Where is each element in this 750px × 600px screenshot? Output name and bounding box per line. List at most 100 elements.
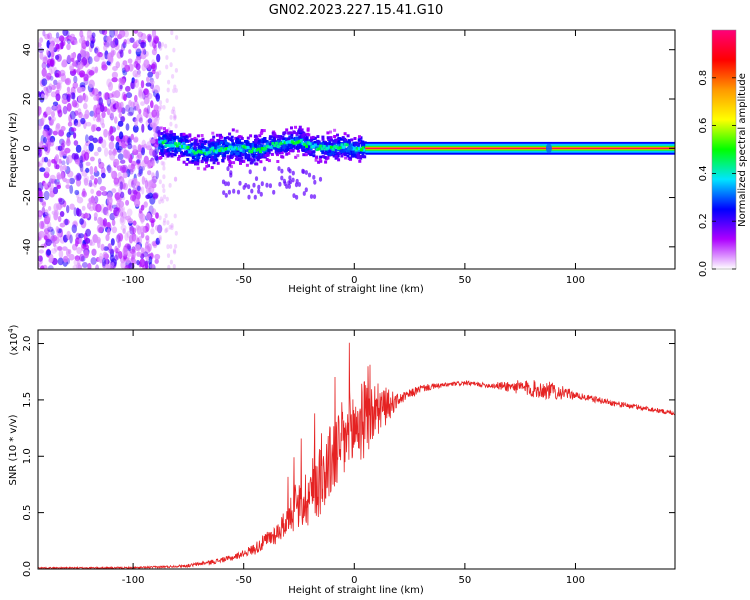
heatmap-noise-cell xyxy=(73,132,77,139)
heatmap-tracking-cell xyxy=(200,160,204,164)
heatmap-noise-cell xyxy=(93,212,98,219)
heatmap-tracking-cell xyxy=(252,182,256,188)
heatmap-tracking-cell xyxy=(318,158,322,162)
heatmap-noise-cell xyxy=(54,72,60,78)
heatmap-tracking-cell xyxy=(247,156,251,159)
heatmap-tracking-cell xyxy=(262,150,266,154)
heatmap-ridge-cell xyxy=(308,142,312,146)
heatmap-ridge-cell xyxy=(243,145,247,149)
heatmap-tracking-cell xyxy=(326,136,330,140)
heatmap-noise-cell xyxy=(93,151,99,157)
heatmap-tracking-cell xyxy=(228,143,232,147)
heatmap-tracking-cell xyxy=(340,154,344,158)
heatmap-noise-cell xyxy=(143,155,149,165)
heatmap-tracking-cell xyxy=(337,140,341,144)
heatmap-ridge-cell xyxy=(198,150,202,154)
heatmap-noise-cell xyxy=(126,243,132,250)
heatmap-noise-cell xyxy=(122,60,128,66)
heatmap-noise-cell xyxy=(60,144,65,151)
heatmap-tracking-cell xyxy=(168,138,172,141)
heatmap-tracking-cell xyxy=(207,164,210,168)
heatmap-noise-cell xyxy=(125,257,131,264)
heatmap-noise-cell xyxy=(85,121,92,127)
heatmap-tracking-cell xyxy=(247,158,250,162)
heatmap-noise-cell xyxy=(48,231,53,240)
heatmap-noise-cell xyxy=(58,35,65,42)
heatmap-tracking-cell xyxy=(210,166,214,170)
heatmap-noise-cell xyxy=(85,161,91,167)
heatmap-tracking-cell xyxy=(291,170,295,176)
heatmap-tracking-cell xyxy=(279,148,282,152)
heatmap-noise-cell xyxy=(126,250,132,258)
heatmap-ridge-cell xyxy=(195,151,199,155)
heatmap-ridge-cell xyxy=(297,140,301,143)
heatmap-noise-cell xyxy=(118,30,126,38)
heatmap-tracking-cell xyxy=(361,152,365,155)
colorbar-tick-label: 0.0 xyxy=(698,261,709,277)
heatmap-tracking-cell xyxy=(224,141,228,145)
heatmap-noise-cell xyxy=(39,51,44,60)
snr-frame xyxy=(37,329,676,570)
heatmap-tracking-cell xyxy=(289,149,293,152)
heatmap-tracking-cell xyxy=(200,134,204,137)
heatmap-noise-cell xyxy=(99,104,105,112)
heatmap-noise-cell xyxy=(88,79,95,89)
heatmap-tracking-cell xyxy=(232,161,236,165)
heatmap-noise-cell xyxy=(62,105,68,115)
heatmap-tracking-cell xyxy=(265,142,269,146)
heatmap-noise-cell xyxy=(77,94,84,104)
heatmap-noise-cell xyxy=(167,264,171,269)
heatmap-tracking-cell xyxy=(334,155,338,159)
heatmap-tracking-cell xyxy=(183,137,187,141)
heatmap-noise-cell xyxy=(75,122,82,128)
heatmap-noise-cell xyxy=(169,62,173,68)
heatmap-tracking-cell xyxy=(304,170,308,175)
heatmap-noise-cell xyxy=(55,43,60,50)
heatmap-tracking-cell xyxy=(343,132,347,136)
heatmap-noise-cell xyxy=(56,184,61,189)
heatmap-tracking-cell xyxy=(317,140,321,144)
heatmap-noise-cell xyxy=(85,134,89,144)
heatmap-noise-cell xyxy=(119,181,124,191)
heatmap-ridge-cell xyxy=(326,146,330,150)
heatmap-noise-cell xyxy=(145,222,150,232)
heatmap-noise-cell xyxy=(142,111,147,117)
heatmap-noise-cell xyxy=(41,206,46,216)
heatmap-noise-cell xyxy=(98,136,104,144)
heatmap-noise-cell xyxy=(38,230,45,238)
heatmap-tracking-cell xyxy=(196,134,200,138)
heatmap-tracking-cell xyxy=(327,137,331,141)
heatmap-noise-cell xyxy=(93,95,98,101)
heatmap-tracking-cell xyxy=(354,150,358,154)
heatmap-tracking-cell xyxy=(272,189,276,195)
heatmap-tracking-cell xyxy=(296,154,300,158)
heatmap-noise-cell xyxy=(92,137,98,144)
heatmap-noise-cell xyxy=(144,179,149,189)
heatmap-tracking-cell xyxy=(238,139,242,143)
heatmap-ridge-cell xyxy=(179,145,183,149)
heatmap-tracking-cell xyxy=(273,138,276,142)
heatmap-tracking-cell xyxy=(232,152,236,156)
heatmap-noise-cell xyxy=(76,247,82,255)
heatmap-noise-cell xyxy=(139,213,146,223)
heatmap-noise-cell xyxy=(103,246,109,251)
heatmap-noise-cell xyxy=(44,33,50,40)
heatmap-tracking-cell xyxy=(262,129,266,133)
heatmap-tracking-cell xyxy=(193,136,197,140)
heatmap-noise-cell xyxy=(154,37,159,45)
heatmap-tracking-cell xyxy=(299,129,303,133)
heatmap-ridge-cell xyxy=(342,145,346,149)
heatmap-tracking-cell xyxy=(235,155,239,159)
heatmap-noise-cell xyxy=(143,88,150,98)
heatmap-tracking-cell xyxy=(269,135,273,139)
heatmap-noise-cell xyxy=(111,188,117,194)
heatmap-noise-cell xyxy=(168,224,172,230)
snr-y-label: SNR (10 * v/v) xyxy=(8,414,19,485)
heatmap-noise-cell xyxy=(170,30,174,36)
heatmap-noise-cell xyxy=(154,258,159,264)
heatmap-noise-cell xyxy=(118,82,123,92)
heatmap-noise-cell xyxy=(47,265,54,269)
heatmap-tracking-cell xyxy=(211,152,215,156)
heatmap-tracking-cell xyxy=(355,152,359,156)
heatmap-noise-cell xyxy=(117,172,122,180)
